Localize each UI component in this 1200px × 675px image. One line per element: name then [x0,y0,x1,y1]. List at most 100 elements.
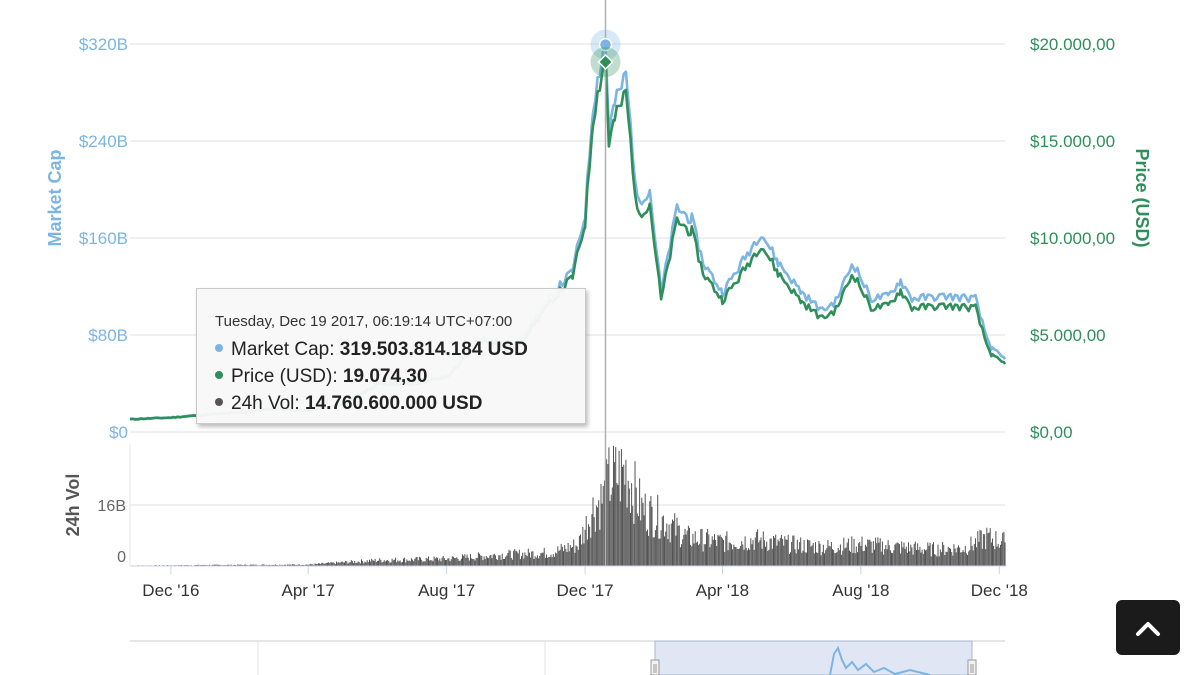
x-tick-label: Dec '16 [142,581,199,600]
volume-bar [746,550,748,566]
volume-bar [262,564,264,566]
volume-bar [843,537,845,566]
volume-bar [668,524,670,566]
volume-bar [649,501,651,566]
volume-bar [785,539,787,566]
volume-bar [381,562,383,566]
volume-bar [607,464,609,566]
volume-bar [178,564,180,566]
volume-bar [916,550,918,566]
volume-bar [790,552,792,566]
tooltip-label: 24h Vol: [231,393,300,414]
volume-bar [616,483,618,566]
volume-bar [926,549,928,566]
volume-bar [770,538,772,566]
volume-bar [674,513,676,566]
volume-bar [433,556,435,566]
volume-bar [307,564,309,566]
market-cap-marker [598,37,613,52]
volume-bar [339,562,341,566]
volume-bar [984,534,986,566]
volume-bar [922,553,924,566]
volume-bar [237,564,239,566]
volume-bar [794,549,796,566]
volume-bar [913,543,915,566]
volume-bar [759,540,761,566]
volume-bar [902,547,904,566]
volume-bar [406,559,408,566]
volume-bar [951,552,953,566]
volume-bar [782,538,784,566]
volume-bar [227,564,229,566]
volume-bar [507,552,509,566]
volume-bar [390,562,392,566]
volume-bar [582,527,584,566]
volume-bar [569,545,571,566]
volume-bar [279,564,281,566]
volume-bar [609,500,611,566]
volume-bar [370,561,372,566]
volume-bar [398,561,400,566]
volume-bar [382,561,384,566]
volume-bar [693,543,695,566]
volume-bar [548,557,550,566]
volume-bar [676,517,678,566]
volume-bar [566,552,568,566]
volume-bar [538,558,540,566]
volume-bar [564,544,566,566]
volume-bar [834,553,836,566]
volume-bar [945,551,947,566]
volume-bar [841,554,843,566]
scroll-to-top-button[interactable] [1116,600,1180,655]
x-tick-label: Apr '17 [282,581,335,600]
volume-bar [869,539,871,566]
volume-bar [894,544,896,566]
volume-bar [701,528,703,566]
volume-bar [351,561,353,566]
volume-bar [813,553,815,566]
volume-bar [315,563,317,566]
volume-bar [292,564,294,566]
volume-bar [961,552,963,566]
volume-bar [953,544,955,566]
volume-bar [295,564,297,566]
volume-bar [968,551,970,566]
volume-bar [549,557,551,566]
volume-bar [971,545,973,566]
volume-bar [761,548,763,566]
volume-bar [598,500,600,566]
volume-bar [742,544,744,566]
volume-bar [918,549,920,566]
volume-bar [859,542,861,566]
price-marker [597,53,614,71]
volume-bar [423,561,425,566]
volume-bar [434,558,436,566]
volume-bar [499,555,501,566]
volume-bar [214,564,216,566]
volume-bar [239,564,241,566]
volume-bar [542,552,544,566]
volume-bar [690,544,692,566]
volume-bar [832,549,834,566]
volume-bar [445,560,447,566]
volume-bar [948,547,950,566]
volume-bar [903,542,905,566]
volume-bar [603,480,605,566]
volume-bar [511,559,513,566]
volume-bar [925,550,927,566]
volume-bar [732,549,734,566]
volume-bar [744,536,746,566]
volume-bar [426,558,428,566]
volume-bar [866,546,868,566]
volume-bar [911,547,913,566]
volume-bar [816,552,818,566]
volume-bar [820,555,822,566]
volume-bar [354,561,356,566]
navigator[interactable] [130,640,1005,675]
volume-bar [540,553,542,566]
volume-bar [684,528,686,566]
volume-bar [583,543,585,566]
volume-bar [317,563,319,566]
volume-bar [935,554,937,566]
